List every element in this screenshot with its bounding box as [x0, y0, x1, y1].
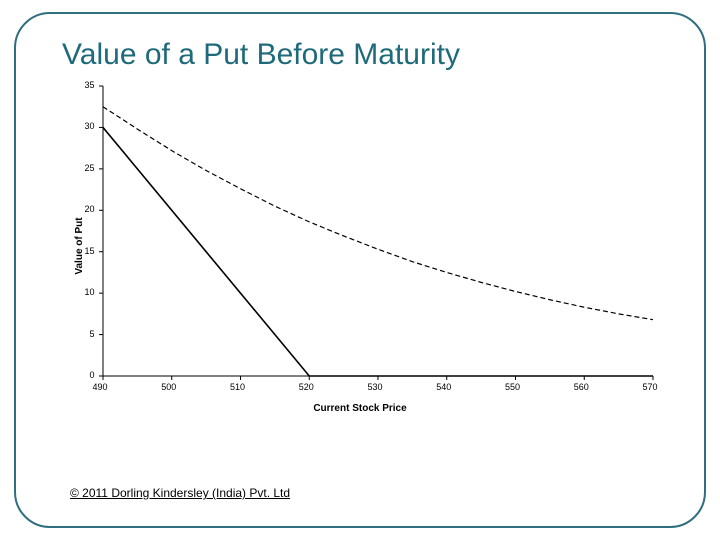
- x-tick-label: 500: [161, 382, 176, 392]
- x-tick-label: 560: [574, 382, 589, 392]
- y-tick-label: 0: [89, 370, 94, 380]
- intrinsic-value-line: [103, 127, 653, 376]
- page-title: Value of a Put Before Maturity: [62, 38, 676, 72]
- y-tick-label: 5: [89, 329, 94, 339]
- time-value-line: [103, 107, 653, 320]
- y-tick-label: 35: [84, 80, 94, 90]
- put-value-chart: Value of Put Current Stock Price 0510152…: [53, 76, 668, 416]
- y-tick-label: 30: [84, 121, 94, 131]
- copyright-text: © 2011 Dorling Kindersley (India) Pvt. L…: [70, 486, 290, 500]
- x-tick-label: 550: [505, 382, 520, 392]
- y-tick-label: 15: [84, 246, 94, 256]
- x-tick-label: 510: [230, 382, 245, 392]
- y-tick-label: 25: [84, 163, 94, 173]
- y-tick-label: 20: [84, 204, 94, 214]
- x-tick-label: 540: [436, 382, 451, 392]
- slide-frame: Value of a Put Before Maturity Value of …: [14, 12, 706, 528]
- x-tick-label: 570: [643, 382, 658, 392]
- x-tick-label: 520: [299, 382, 314, 392]
- x-tick-label: 490: [93, 382, 108, 392]
- y-tick-label: 10: [84, 287, 94, 297]
- x-tick-label: 530: [368, 382, 383, 392]
- chart-svg: [53, 76, 668, 416]
